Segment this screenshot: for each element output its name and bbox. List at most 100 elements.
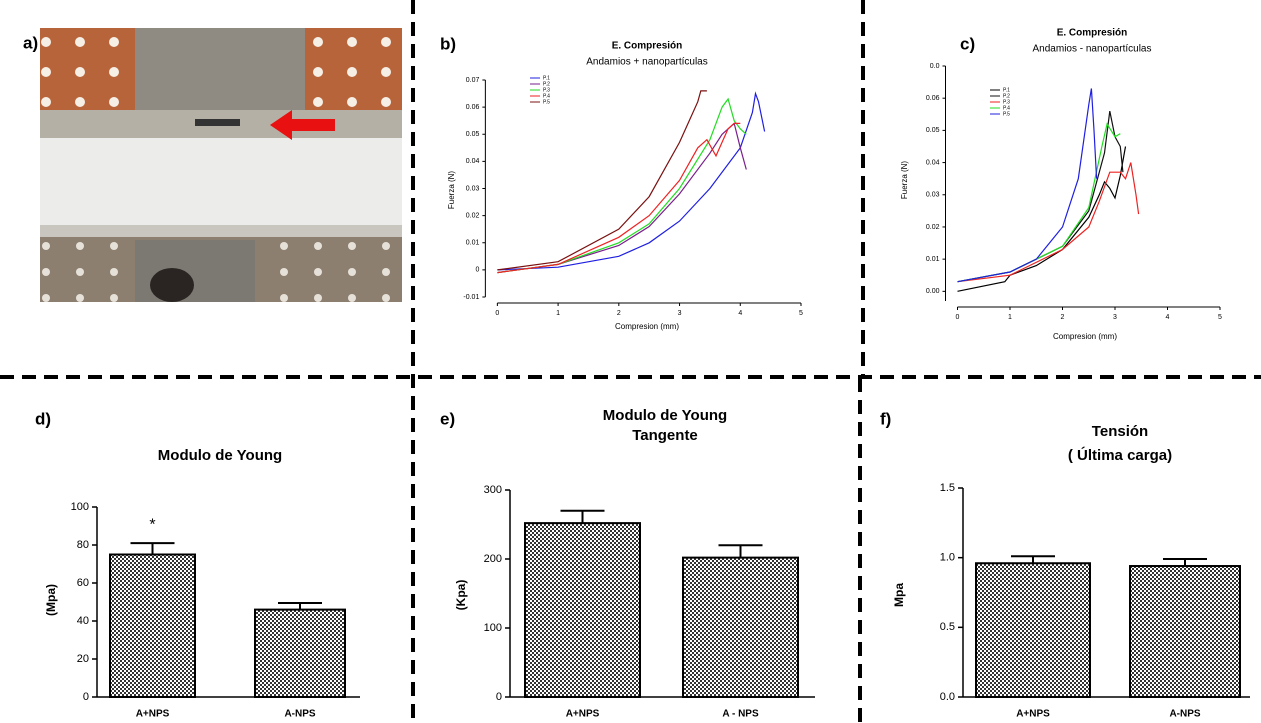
line-series xyxy=(497,122,741,274)
x-tick-label: A-NPS xyxy=(1169,709,1200,720)
line-series xyxy=(497,91,766,271)
panel-label: e) xyxy=(440,409,455,428)
legend-label: P.3 xyxy=(1003,99,1010,105)
x-tick-label: 3 xyxy=(1113,314,1117,321)
annotation: * xyxy=(149,516,155,533)
line-series xyxy=(497,97,747,274)
x-tick-label: 0 xyxy=(956,314,960,321)
y-tick-label: 0.05 xyxy=(926,127,940,134)
y-tick-label: 1.5 xyxy=(940,482,955,494)
y-tick-label: 1.0 xyxy=(940,552,955,564)
y-tick-label: 0.00 xyxy=(926,288,940,295)
x-tick-label: 0 xyxy=(495,310,499,317)
chart-subtitle: Andamios - nanopartículas xyxy=(1033,44,1152,55)
y-tick-label: 0.02 xyxy=(466,212,480,219)
panel-label: b) xyxy=(440,34,456,53)
x-tick-label: A+NPS xyxy=(566,709,600,720)
legend-label: P.1 xyxy=(1003,87,1010,93)
legend-label: P.2 xyxy=(543,81,550,87)
chart-title: E. Compresión xyxy=(612,41,683,52)
bar xyxy=(975,562,1091,698)
panel-label: c) xyxy=(960,34,975,53)
y-tick-label: 40 xyxy=(77,615,89,627)
arrow xyxy=(270,110,335,140)
chart-title: Modulo de Young xyxy=(603,407,727,424)
x-tick-label: 2 xyxy=(617,310,621,317)
photo: a) xyxy=(23,28,402,302)
y-tick-label: 100 xyxy=(71,501,89,513)
y-tick-label: 100 xyxy=(484,622,502,634)
y-tick-label: 60 xyxy=(77,577,89,589)
panel-label: d) xyxy=(35,409,51,428)
y-tick-label: 0.05 xyxy=(466,131,480,138)
y-tick-label: 0 xyxy=(496,691,502,703)
y-tick-label: 0.0 xyxy=(940,691,955,703)
y-tick-label: 0.03 xyxy=(466,185,480,192)
y-tick-label: 0 xyxy=(83,691,89,703)
y-tick-label: 200 xyxy=(484,553,502,565)
line-series xyxy=(497,90,707,271)
chart-subtitle: ( Última carga) xyxy=(1068,446,1172,464)
x-axis-label: Compresion (mm) xyxy=(1053,332,1117,341)
y-tick-label: -0.01 xyxy=(463,294,479,301)
x-tick-label: 1 xyxy=(556,310,560,317)
bar xyxy=(524,522,641,698)
legend-label: P.3 xyxy=(543,87,550,93)
x-tick-label: A+NPS xyxy=(136,709,170,720)
x-tick-label: 2 xyxy=(1061,314,1065,321)
photo-plate xyxy=(40,138,402,233)
y-tick-label: 0.02 xyxy=(926,224,940,231)
y-tick-label: 0 xyxy=(475,267,479,274)
chart-subtitle: Andamios + nanopartículas xyxy=(586,57,707,68)
bar xyxy=(1129,565,1241,698)
bar xyxy=(254,608,346,698)
panel-label: f) xyxy=(880,409,891,428)
y-tick-label: 300 xyxy=(484,484,502,496)
y-tick-label: 0.0 xyxy=(930,63,940,70)
chart-title: Tensión xyxy=(1092,423,1148,440)
y-axis-label: (Kpa) xyxy=(454,580,468,611)
y-tick-label: 0.01 xyxy=(926,256,940,263)
y-axis-label: Fuerza (N) xyxy=(447,171,456,210)
line-series xyxy=(497,122,747,274)
y-tick-label: 0.06 xyxy=(926,95,940,102)
y-tick-label: 0.04 xyxy=(926,159,940,166)
photo-cylinder xyxy=(135,28,305,118)
photo-sample xyxy=(195,119,240,126)
bar xyxy=(682,556,799,698)
chart-subtitle: Tangente xyxy=(632,427,698,444)
x-axis-label: Compresion (mm) xyxy=(615,322,679,331)
x-tick-label: 3 xyxy=(678,310,682,317)
y-axis-label: Fuerza (N) xyxy=(900,161,909,200)
y-tick-label: 0.5 xyxy=(940,621,955,633)
x-tick-label: A - NPS xyxy=(722,709,759,720)
legend-label: P.1 xyxy=(543,75,550,81)
x-tick-label: 4 xyxy=(738,310,742,317)
panel-label: a) xyxy=(23,33,38,52)
y-tick-label: 0.03 xyxy=(926,192,940,199)
x-tick-label: A+NPS xyxy=(1016,709,1050,720)
legend-label: P.4 xyxy=(543,93,550,99)
legend-label: P.5 xyxy=(1003,111,1010,117)
y-axis-label: (Mpa) xyxy=(44,584,58,616)
bar xyxy=(109,553,196,698)
y-tick-label: 80 xyxy=(77,539,89,551)
legend-label: P.4 xyxy=(1003,105,1010,111)
legend-label: P.5 xyxy=(543,99,550,105)
chart-title: E. Compresión xyxy=(1057,28,1128,39)
y-tick-label: 0.06 xyxy=(466,104,480,111)
y-tick-label: 0.01 xyxy=(466,240,480,247)
chart-title: Modulo de Young xyxy=(158,447,282,464)
photo-plate xyxy=(40,225,402,237)
y-tick-label: 0.04 xyxy=(466,158,480,165)
line-series xyxy=(957,146,1127,292)
line-series xyxy=(957,162,1140,283)
y-tick-label: 0.07 xyxy=(466,77,480,84)
y-axis-label: Mpa xyxy=(892,583,906,607)
x-tick-label: A-NPS xyxy=(284,709,315,720)
x-tick-label: 5 xyxy=(1218,314,1222,321)
legend-label: P.2 xyxy=(1003,93,1010,99)
x-tick-label: 4 xyxy=(1166,314,1170,321)
